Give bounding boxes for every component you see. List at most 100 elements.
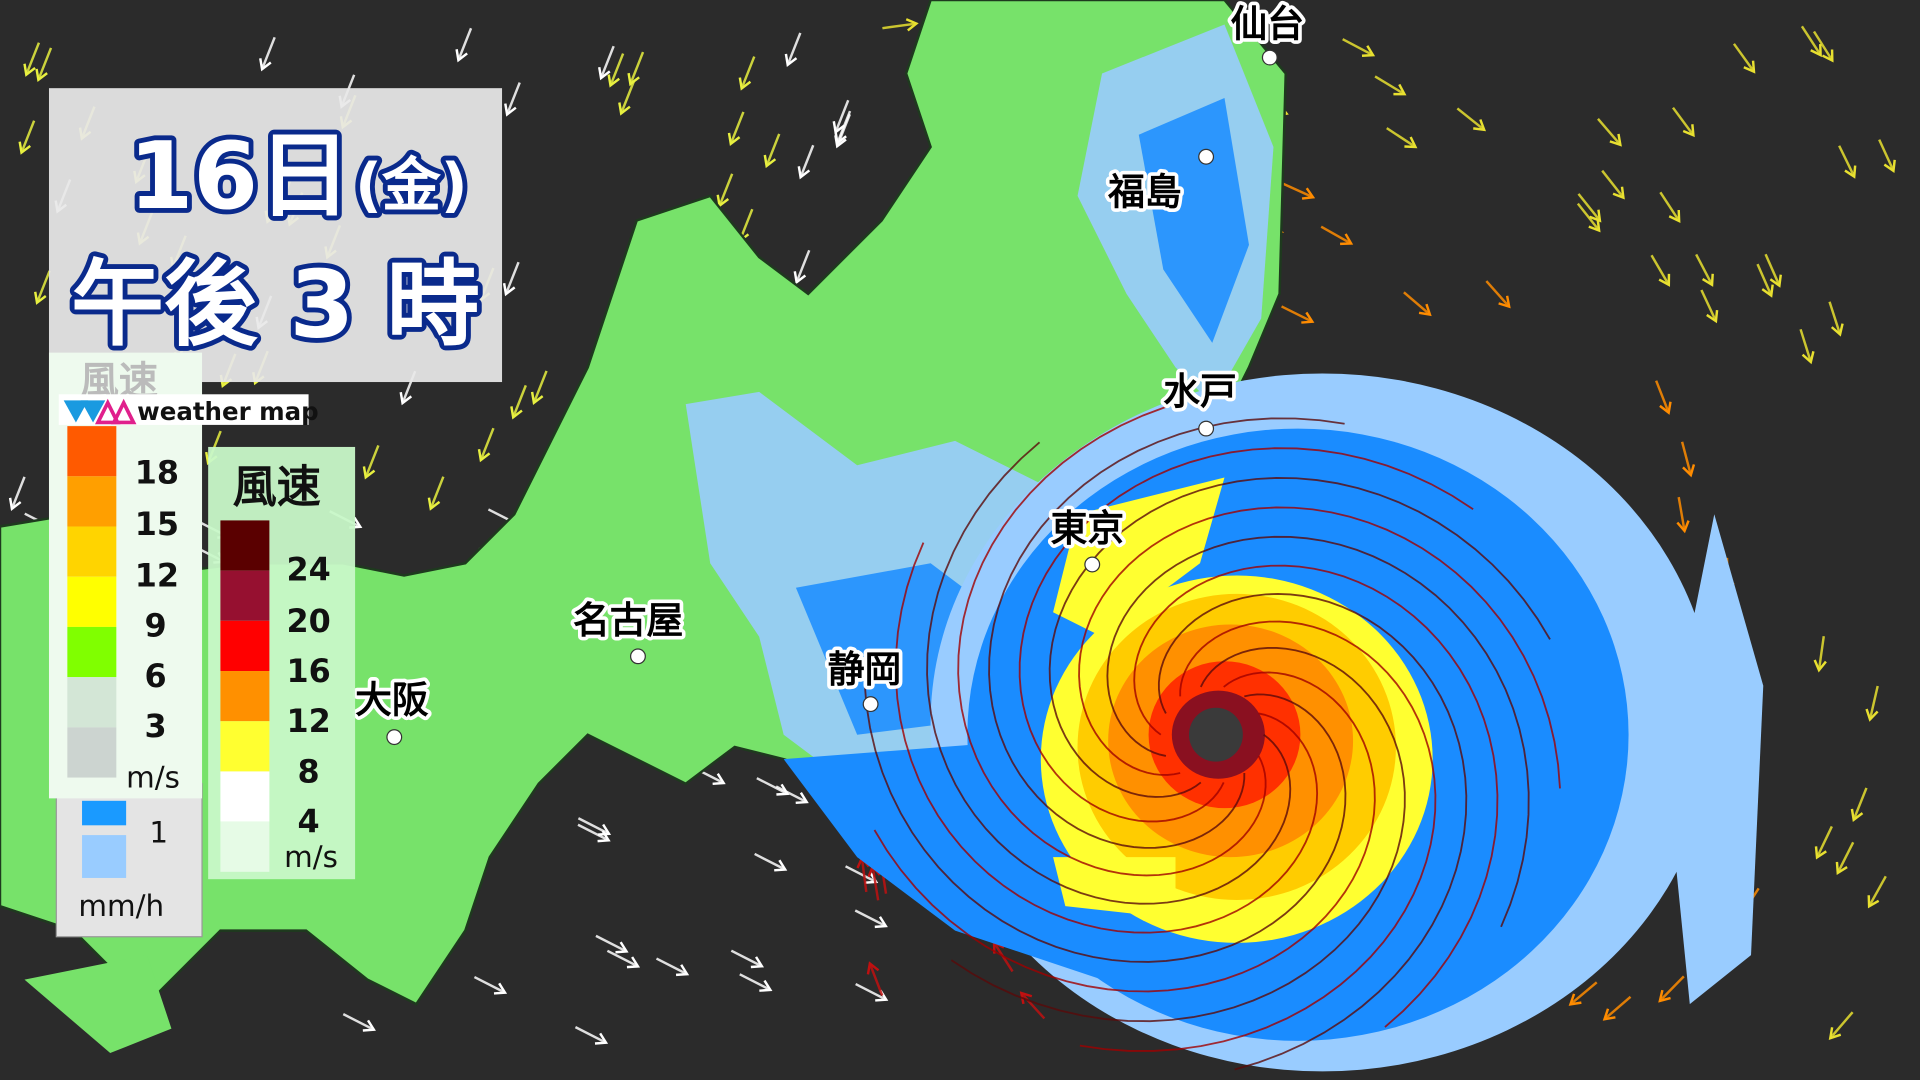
wind-arrow (1817, 636, 1825, 671)
legend-label: 4 (298, 803, 320, 841)
wind-arrowhead (502, 282, 516, 297)
wind-arrowhead (834, 131, 847, 146)
wind-arrow (505, 82, 521, 115)
legend-unit: m/s (126, 760, 180, 794)
legend-label: 20 (287, 602, 331, 640)
legend-swatches (67, 426, 117, 778)
wind-arrow (1603, 995, 1632, 1021)
wind-arrow (1342, 38, 1374, 57)
legend-swatch (220, 771, 270, 822)
wind-arrowhead (1813, 659, 1827, 673)
wind-arrowhead (1814, 846, 1827, 860)
wind-arrow (37, 47, 53, 81)
spiral-streamline (873, 671, 1376, 993)
legend-swatch (220, 620, 270, 672)
city-label: 東京 (1051, 507, 1124, 550)
wind-arrow (577, 823, 610, 842)
wind-arrow (479, 427, 495, 461)
spiral-streamline (894, 542, 1319, 934)
spiral-streamline (1048, 477, 1551, 798)
wind-arrowhead (1418, 303, 1432, 317)
wind-arrowhead (1301, 187, 1316, 200)
city-mito: 水戸 (1160, 366, 1240, 437)
legend-swatch (67, 727, 117, 778)
wind-legend-swatches (220, 520, 270, 872)
wind-arrowhead (1658, 989, 1671, 1003)
legend-label: 12 (135, 557, 179, 595)
wind-arrowhead (1761, 284, 1774, 298)
time-label: 午後 3 時 (71, 251, 480, 359)
spiral-streamline (1106, 535, 1530, 928)
wind-arrowhead (874, 916, 888, 929)
wind-arrowhead (1301, 311, 1315, 324)
legend-swatch (67, 677, 117, 728)
wind-arrowhead (1589, 209, 1602, 223)
spiral-streamline (863, 680, 1347, 963)
wind-arrow (429, 476, 445, 510)
weekday-label: (金) (355, 151, 467, 220)
wind-arrow (740, 56, 756, 89)
wind-arrow (1569, 981, 1598, 1006)
city-shizuoka: 静岡 (824, 644, 905, 713)
wind-arrow (868, 963, 884, 996)
spiral-streamline (1133, 564, 1499, 1028)
wind-arrow (599, 45, 615, 79)
spiral-streamline (1078, 506, 1561, 789)
wind-arrowhead (493, 982, 508, 995)
city-label: 福島 (1107, 170, 1181, 213)
wind-arrow (512, 384, 527, 418)
wind-arrow (854, 909, 887, 928)
wind-arrowhead (35, 68, 48, 83)
wind-arrow (342, 1013, 375, 1031)
wind-arrowhead (510, 406, 523, 420)
legend-label: 15 (135, 505, 179, 543)
wind-arrow (756, 777, 788, 795)
wind-arrow (1650, 254, 1670, 286)
legend-label: 3 (144, 707, 166, 745)
wind-arrowhead (1588, 219, 1601, 233)
city-osaka: 大阪 (351, 675, 432, 746)
wind-arrowhead (597, 823, 612, 836)
legend-swatch (67, 526, 117, 577)
spiral-streamline (926, 441, 1292, 905)
wind-arrowhead (866, 961, 880, 975)
wind-arrow (35, 270, 51, 304)
legend-label: 8 (298, 752, 320, 790)
wind-arrow (1828, 301, 1842, 335)
wind-arrowhead (427, 497, 441, 511)
wind-arrowhead (627, 72, 640, 87)
wind-arrow (1281, 305, 1313, 323)
city-sendai: 仙台 (1227, 0, 1308, 66)
wind-arrow (1659, 975, 1685, 1002)
wind-arrow (609, 53, 625, 86)
wind-arrowhead (675, 964, 690, 977)
wind-arrow (25, 42, 41, 76)
wind-arrow (1838, 145, 1856, 178)
wind-arrowhead (759, 979, 773, 992)
legend-swatch (67, 426, 117, 477)
wind-arrowhead (793, 271, 807, 285)
rain-wind-legend: 風速 weather map 18 15 12 9 6 3 m/s 1 mm/h (48, 352, 319, 938)
legend-label: 9 (144, 607, 166, 645)
wind-arrow (1576, 202, 1601, 232)
wind-arrow (1764, 253, 1781, 287)
wind-arrow (754, 852, 786, 871)
wind-arrowhead (594, 1032, 609, 1045)
wind-arrowhead (1340, 233, 1354, 246)
legend-swatch (220, 721, 270, 772)
city-label: 大阪 (355, 679, 429, 722)
wind-arrow (775, 785, 808, 804)
wind-arrow (795, 249, 811, 283)
time-panel: 16日 (金) 午後 3 時 (48, 88, 503, 383)
wind-arrowhead (727, 132, 741, 147)
wind-arrowhead (1828, 1027, 1842, 1040)
wind-arrow (364, 444, 380, 478)
wind-arrow (595, 934, 628, 953)
wind-arrowhead (1609, 133, 1622, 147)
wind-arrowhead (8, 497, 22, 511)
city-nagoya: 名古屋 (569, 595, 687, 665)
wind-arrow (1672, 106, 1695, 136)
city-fukushima: 福島 (1103, 148, 1215, 217)
wind-arrow (1386, 127, 1417, 148)
legend-swatch (67, 626, 117, 678)
